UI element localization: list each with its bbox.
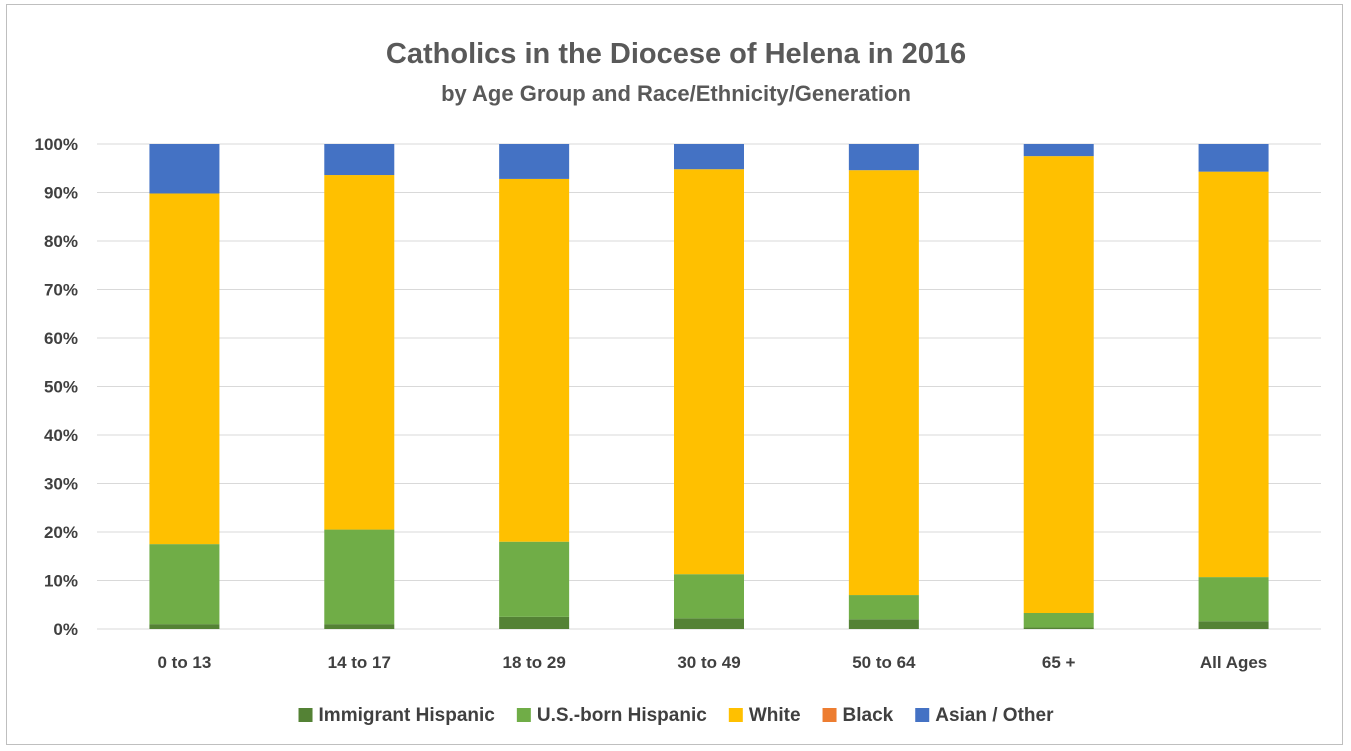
legend-item: Immigrant Hispanic <box>298 705 496 726</box>
legend-item: Black <box>822 705 894 726</box>
bar-segment <box>149 193 220 545</box>
bar-segment <box>848 170 919 596</box>
x-tick-label: 0 to 13 <box>157 653 211 672</box>
legend-label: U.S.-born Hispanic <box>537 705 707 726</box>
legend-swatch <box>298 708 313 722</box>
y-axis: 0% 10% 20% 30% 40% 50% 60% 70% 80% 90% 100% <box>35 135 78 639</box>
bar-segment <box>674 144 744 170</box>
bar-segment <box>848 144 919 171</box>
bar-segment <box>1023 156 1094 613</box>
bar-segment <box>149 544 220 625</box>
x-tick-label: 14 to 17 <box>328 653 391 672</box>
legend-label: Asian / Other <box>935 705 1054 726</box>
x-tick-label: All Ages <box>1200 653 1267 672</box>
bar-segment <box>674 574 744 619</box>
x-tick-label: 18 to 29 <box>502 653 565 672</box>
y-tick-label: 10% <box>44 572 78 591</box>
legend-swatch <box>822 708 837 722</box>
bar-segment <box>324 529 395 625</box>
legend-item: U.S.-born Hispanic <box>516 705 707 726</box>
bar-segment <box>1198 171 1269 578</box>
x-tick-label: 65 + <box>1042 653 1076 672</box>
bar-segment <box>324 175 395 530</box>
y-tick-label: 80% <box>44 232 78 251</box>
legend-label: Immigrant Hispanic <box>319 705 496 726</box>
legend-swatch <box>728 708 743 722</box>
legend-swatch <box>516 708 531 722</box>
legend-label: White <box>749 705 801 726</box>
bar-segment <box>674 169 744 575</box>
y-tick-label: 50% <box>44 378 78 397</box>
bar-segment <box>499 616 570 629</box>
bar-segment <box>324 144 395 176</box>
bar-segment <box>1023 144 1094 157</box>
bar-segment <box>1198 621 1269 629</box>
bars <box>149 144 1269 629</box>
bar-segment <box>674 618 744 629</box>
bar-segment <box>848 619 919 629</box>
y-tick-label: 90% <box>44 184 78 203</box>
bar-segment <box>499 178 570 542</box>
bar-segment <box>499 541 570 617</box>
bar-segment <box>1023 612 1094 628</box>
bar-segment <box>499 144 570 179</box>
bar-segment <box>1198 144 1269 172</box>
x-axis: 0 to 13 14 to 17 18 to 29 30 to 49 50 to 64 6… <box>157 653 1267 672</box>
bar-segment <box>1023 627 1094 629</box>
y-tick-label: 30% <box>44 475 78 494</box>
legend-swatch <box>915 708 930 722</box>
y-tick-label: 70% <box>44 281 78 300</box>
legend-label: Black <box>843 705 894 726</box>
y-tick-label: 40% <box>44 426 78 445</box>
chart-subtitle: by Age Group and Race/Ethnicity/Generati… <box>441 81 911 106</box>
y-tick-label: 60% <box>44 329 78 348</box>
legend-item: White <box>728 705 801 726</box>
bar-segment <box>1198 577 1269 622</box>
x-tick-label: 30 to 49 <box>677 653 740 672</box>
bar-segment <box>149 624 220 629</box>
legend-item: Asian / Other <box>915 705 1054 726</box>
chart-title: Catholics in the Diocese of Helena in 20… <box>386 38 966 70</box>
legend: Immigrant Hispanic U.S.-born Hispanic Whit… <box>298 705 1054 726</box>
bar-segment <box>324 624 395 629</box>
y-tick-label: 100% <box>35 135 78 154</box>
bar-segment <box>149 144 220 194</box>
x-tick-label: 50 to 64 <box>852 653 916 672</box>
y-tick-label: 0% <box>53 620 78 639</box>
y-tick-label: 20% <box>44 523 78 542</box>
bar-segment <box>848 595 919 620</box>
